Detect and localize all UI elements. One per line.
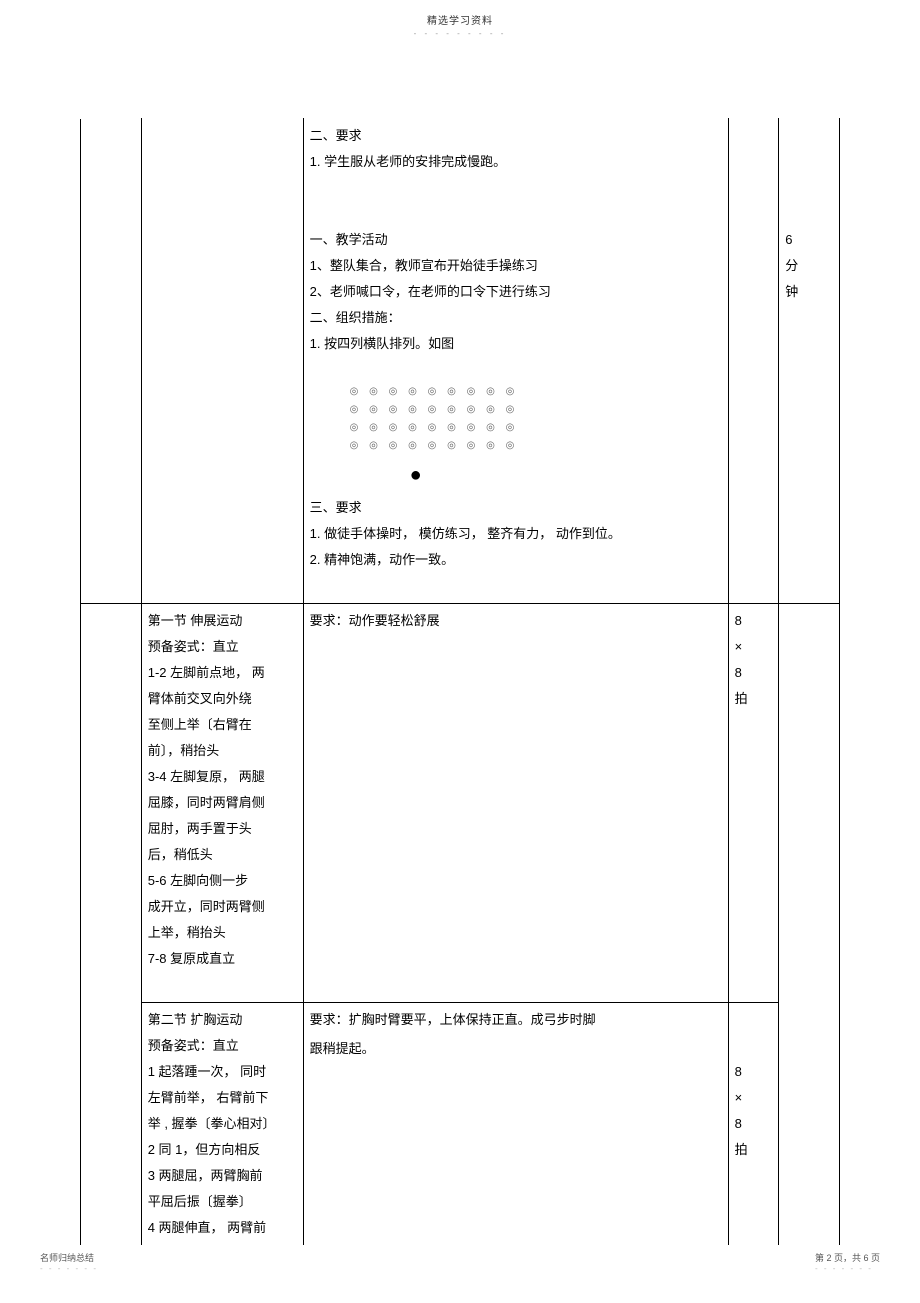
formation-row-2: ◎ ◎ ◎ ◎ ◎ ◎ ◎ ◎ ◎ [310, 401, 722, 419]
cell-empty-4 [728, 119, 779, 604]
cell-section2-req: 要求：扩胸时臂要平，上体保持正直。成弓步时脚 跟稍提起。 [303, 1003, 728, 1246]
s1-c3: 8 [735, 660, 773, 686]
section2-title: 二、要求 [310, 123, 722, 149]
time-1: 6 [785, 227, 833, 253]
s1-req: 要求：动作要轻松舒展 [310, 608, 722, 634]
s1-l10: 5-6 左脚向侧一步 [148, 868, 297, 894]
footer-right: 第 2 页，共 6 页 - - - - - - - [815, 1251, 880, 1273]
table-row-top: 二、要求 1. 学生服从老师的安排完成慢跑。 一、教学活动 1、整队集合，教师宣… [81, 119, 840, 604]
s1-l7: 屈膝，同时两臂肩侧 [148, 790, 297, 816]
time-3: 钟 [785, 279, 833, 305]
section2-item1: 1. 学生服从老师的安排完成慢跑。 [310, 149, 722, 175]
s2-c2: × [735, 1085, 773, 1111]
s2-l5: 2 同 1，但方向相反 [148, 1137, 297, 1163]
footer: 名师归纳总结 - - - - - - - 第 2 页，共 6 页 - - - -… [0, 1251, 920, 1273]
s2-c3: 8 [735, 1111, 773, 1137]
lesson-plan-table: 二、要求 1. 学生服从老师的安排完成慢跑。 一、教学活动 1、整队集合，教师宣… [80, 118, 840, 1246]
s2-l1: 预备姿式：直立 [148, 1033, 297, 1059]
activity-title: 一、教学活动 [310, 227, 722, 253]
s2-req1: 要求：扩胸时臂要平，上体保持正直。成弓步时脚 [310, 1007, 722, 1033]
s2-l7: 平屈后振〔握拳〕 [148, 1189, 297, 1215]
s2-l4: 举 , 握拳〔拳心相对〕 [148, 1111, 297, 1137]
cell-section1-desc: 第一节 伸展运动 预备姿式：直立 1-2 左脚前点地， 两 臂体前交叉向外绕 至… [141, 604, 303, 1003]
s2-l6: 3 两腿屈，两臂胸前 [148, 1163, 297, 1189]
s2-req2: 跟稍提起。 [310, 1033, 722, 1066]
cell-section1-req: 要求：动作要轻松舒展 [303, 604, 728, 1003]
s1-l4: 至侧上举〔右臂在 [148, 712, 297, 738]
cell-section1-count: 8 × 8 拍 [728, 604, 779, 1003]
org-title: 二、组织措施： [310, 305, 722, 331]
time-2: 分 [785, 253, 833, 279]
cell-content-main: 二、要求 1. 学生服从老师的安排完成慢跑。 一、教学活动 1、整队集合，教师宣… [303, 119, 728, 604]
formation-teacher-dot: ● [310, 455, 722, 495]
s1-l8: 屈肘，两手置于头 [148, 816, 297, 842]
cell-empty-right [779, 604, 840, 1246]
s1-l3: 臂体前交叉向外绕 [148, 686, 297, 712]
cell-empty-1 [81, 119, 142, 604]
formation-row-1: ◎ ◎ ◎ ◎ ◎ ◎ ◎ ◎ ◎ [310, 383, 722, 401]
cell-empty-2 [141, 119, 303, 604]
header-title: 精选学习资料 [0, 0, 920, 27]
s1-c1: 8 [735, 608, 773, 634]
section3-title: 三、要求 [310, 495, 722, 521]
s1-title: 第一节 伸展运动 [148, 608, 297, 634]
s1-c2: × [735, 634, 773, 660]
s1-l1: 预备姿式：直立 [148, 634, 297, 660]
s2-c4: 拍 [735, 1137, 773, 1163]
s1-l6: 3-4 左脚复原， 两腿 [148, 764, 297, 790]
org-item1: 1. 按四列横队排列。如图 [310, 331, 722, 357]
footer-left: 名师归纳总结 - - - - - - - [40, 1251, 98, 1273]
formation-row-3: ◎ ◎ ◎ ◎ ◎ ◎ ◎ ◎ ◎ [310, 419, 722, 437]
section3-item1: 1. 做徒手体操时， 模仿练习， 整齐有力， 动作到位。 [310, 521, 722, 547]
s1-l5: 前〕，稍抬头 [148, 738, 297, 764]
cell-section2-count: 8 × 8 拍 [728, 1003, 779, 1246]
s1-l2: 1-2 左脚前点地， 两 [148, 660, 297, 686]
section3-item2: 2. 精神饱满，动作一致。 [310, 547, 722, 573]
s2-title: 第二节 扩胸运动 [148, 1007, 297, 1033]
table-row-section1: 第一节 伸展运动 预备姿式：直立 1-2 左脚前点地， 两 臂体前交叉向外绕 至… [81, 604, 840, 1003]
cell-empty-left [81, 604, 142, 1246]
s1-l11: 成开立，同时两臂侧 [148, 894, 297, 920]
s2-l2: 1 起落踵一次， 同时 [148, 1059, 297, 1085]
footer-page: 第 2 页，共 6 页 [815, 1253, 880, 1263]
header-dots: - - - - - - - - - [0, 29, 920, 38]
activity-item2: 2、老师喊口令，在老师的口令下进行练习 [310, 279, 722, 305]
footer-right-dots: - - - - - - - [815, 1264, 880, 1273]
cell-section2-desc: 第二节 扩胸运动 预备姿式：直立 1 起落踵一次， 同时 左臂前举， 右臂前下 … [141, 1003, 303, 1246]
footer-left-dots: - - - - - - - [40, 1264, 98, 1273]
s1-l13: 7-8 复原成直立 [148, 946, 297, 972]
activity-item1: 1、整队集合，教师宣布开始徒手操练习 [310, 253, 722, 279]
cell-time: 6 分 钟 [779, 119, 840, 604]
footer-left-text: 名师归纳总结 [40, 1253, 94, 1263]
s2-c1: 8 [735, 1059, 773, 1085]
s2-l3: 左臂前举， 右臂前下 [148, 1085, 297, 1111]
s2-l8: 4 两腿伸直， 两臂前 [148, 1215, 297, 1241]
table-row-section2: 第二节 扩胸运动 预备姿式：直立 1 起落踵一次， 同时 左臂前举， 右臂前下 … [81, 1003, 840, 1246]
s1-l9: 后，稍低头 [148, 842, 297, 868]
formation-row-4: ◎ ◎ ◎ ◎ ◎ ◎ ◎ ◎ ◎ [310, 437, 722, 455]
s1-c4: 拍 [735, 686, 773, 712]
s1-l12: 上举，稍抬头 [148, 920, 297, 946]
